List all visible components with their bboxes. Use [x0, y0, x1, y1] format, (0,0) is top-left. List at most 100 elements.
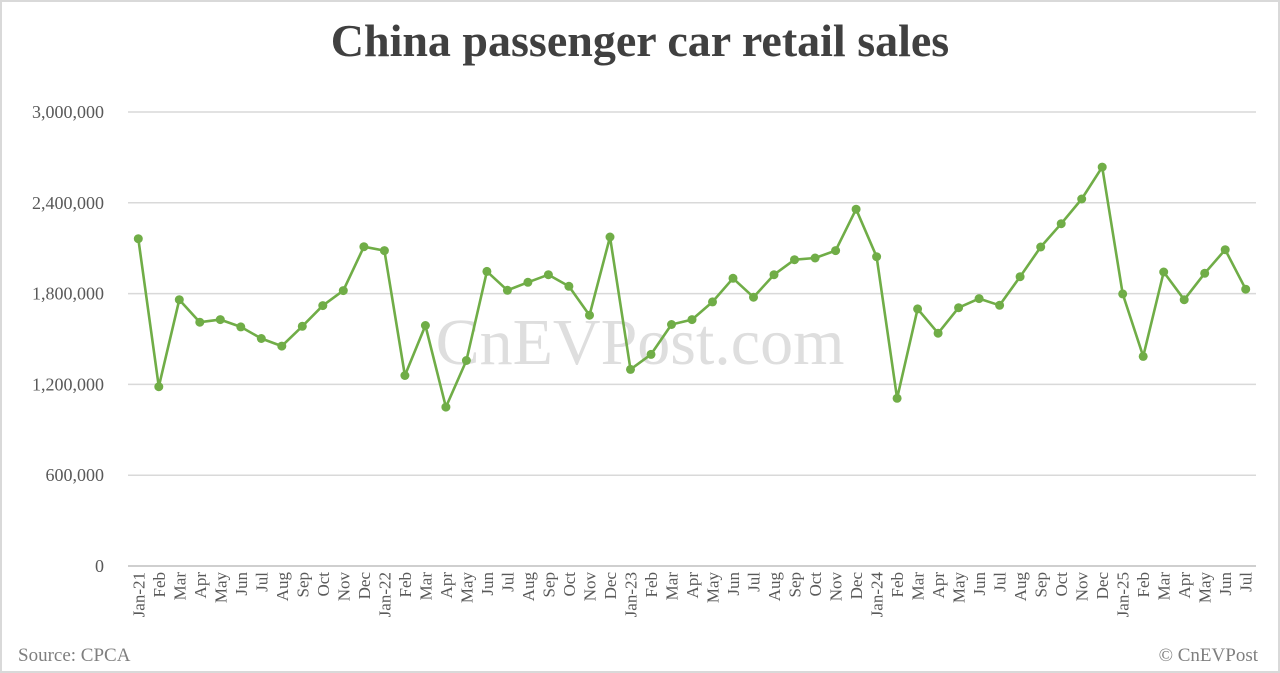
x-tick-label: Jan-22: [375, 572, 394, 617]
data-point: [769, 270, 779, 280]
data-point: [318, 301, 328, 311]
y-tick-label: 600,000: [46, 465, 105, 485]
x-tick-label: Jan-24: [868, 572, 887, 618]
data-point: [728, 273, 738, 283]
x-tick-label: Apr: [437, 572, 456, 599]
data-point: [215, 315, 225, 325]
x-tick-label: Oct: [560, 572, 579, 597]
x-tick-label: Sep: [539, 572, 558, 598]
x-tick-label: Feb: [1134, 572, 1153, 598]
x-tick-label: Apr: [929, 572, 948, 599]
x-tick-label: May: [211, 572, 230, 604]
data-point: [297, 321, 307, 331]
x-tick-label: Oct: [314, 572, 333, 597]
data-point: [974, 294, 984, 304]
data-point: [400, 371, 410, 380]
x-tick-label: Jun: [724, 572, 743, 596]
data-point: [831, 246, 841, 256]
x-tick-label: Sep: [1032, 572, 1051, 598]
x-tick-label: Feb: [396, 572, 415, 598]
x-tick-label: Feb: [888, 572, 907, 598]
x-tick-label: Sep: [293, 572, 312, 598]
x-tick-label: Jul: [745, 572, 764, 592]
x-tick-label: Aug: [519, 572, 538, 602]
data-point: [585, 310, 594, 320]
data-point: [851, 204, 861, 214]
x-tick-label: Dec: [601, 572, 620, 600]
series-retail-sales: [133, 162, 1251, 412]
data-point: [420, 321, 430, 330]
x-tick-label: Aug: [1011, 572, 1030, 602]
data-point: [1138, 351, 1148, 361]
chart-title: China passenger car retail sales: [330, 15, 950, 66]
x-tick-label: Dec: [355, 572, 374, 600]
x-tick-label: Apr: [683, 572, 702, 599]
data-point: [1015, 272, 1025, 282]
x-tick-label: Nov: [334, 572, 353, 602]
data-point: [1036, 242, 1046, 252]
data-point: [626, 364, 635, 374]
x-tick-label: Jun: [478, 572, 497, 596]
x-tick-label: Jul: [252, 572, 271, 592]
x-tick-label: Feb: [642, 572, 661, 598]
data-point: [543, 270, 553, 280]
x-tick-label: Sep: [786, 572, 805, 598]
data-point: [1056, 219, 1066, 229]
y-tick-label: 2,400,000: [32, 193, 104, 213]
data-point: [1159, 267, 1169, 277]
y-tick-label: 3,000,000: [32, 102, 104, 122]
x-tick-label: Aug: [273, 572, 292, 602]
x-tick-label: Apr: [1175, 572, 1194, 599]
x-tick-label: Feb: [150, 572, 169, 598]
x-tick-label: May: [950, 572, 969, 604]
x-tick-label: Nov: [827, 572, 846, 602]
data-point: [995, 300, 1005, 310]
data-point: [523, 277, 533, 287]
data-point: [154, 382, 164, 392]
data-point: [933, 328, 943, 338]
x-tick-label: Mar: [662, 572, 681, 601]
data-point: [954, 303, 964, 313]
x-tick-label: Mar: [909, 572, 928, 601]
data-point: [502, 285, 512, 295]
data-point: [338, 286, 348, 296]
copyright-note: © CnEVPost: [1158, 645, 1258, 666]
x-tick-label: Jun: [970, 572, 989, 596]
gridlines: [128, 111, 1256, 567]
data-point: [708, 297, 717, 307]
data-point: [1077, 194, 1087, 204]
x-tick-label: Dec: [847, 572, 866, 600]
data-point: [1179, 295, 1189, 305]
x-tick-label: Jan-25: [1114, 572, 1133, 617]
data-point: [913, 304, 923, 314]
x-tick-label: Oct: [1052, 572, 1071, 597]
data-point: [687, 315, 697, 325]
x-axis: Jan-21 Feb Mar Apr May Jun Jul Aug Sep Oct Nov Dec J…: [129, 572, 1255, 618]
data-point: [892, 393, 902, 403]
x-tick-label: Mar: [170, 572, 189, 601]
data-point: [256, 334, 266, 343]
data-point: [810, 253, 820, 263]
data-point: [236, 322, 246, 332]
x-tick-label: May: [457, 572, 476, 604]
data-point: [482, 266, 492, 276]
x-tick-label: Jun: [232, 572, 251, 596]
data-point: [564, 281, 574, 291]
data-point: [441, 402, 451, 412]
x-tick-label: Oct: [806, 572, 825, 597]
x-tick-label: Jul: [991, 572, 1010, 592]
x-tick-label: Jun: [1216, 572, 1235, 596]
y-tick-label: 1,200,000: [32, 374, 104, 394]
data-point: [1200, 268, 1210, 278]
data-point: [749, 292, 758, 302]
data-point: [461, 356, 471, 365]
data-point: [1097, 162, 1107, 172]
x-tick-label: May: [704, 572, 723, 604]
x-tick-label: Aug: [765, 572, 784, 602]
data-point: [174, 295, 184, 305]
data-point: [277, 341, 287, 351]
y-axis: 0 600,000 1,200,000 1,800,000 2,400,000 3,000…: [32, 102, 104, 576]
data-point: [1118, 289, 1128, 299]
x-tick-label: Nov: [1073, 572, 1092, 602]
